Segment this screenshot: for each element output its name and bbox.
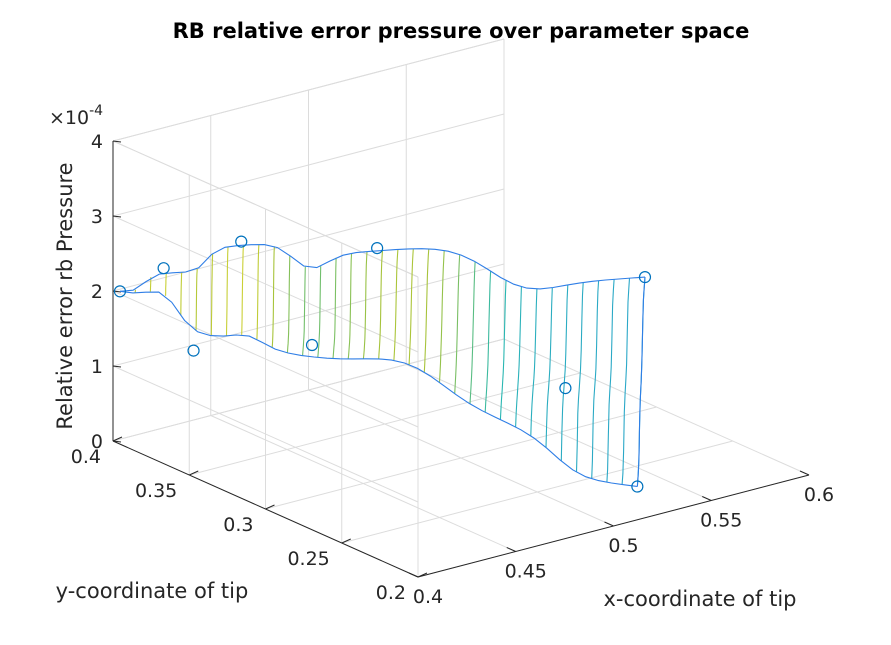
mesh-line	[484, 271, 492, 413]
y-tick-label: 0.3	[223, 514, 253, 536]
sample-point-marker	[305, 338, 319, 352]
error-surface	[119, 244, 646, 488]
chart-title: RB relative error pressure over paramete…	[173, 19, 750, 43]
sample-point-marker	[638, 271, 652, 284]
z-axis-label: Relative error rb Pressure	[53, 162, 77, 429]
z-tick-mark	[112, 140, 122, 143]
x-tick-mark	[604, 521, 614, 527]
x-tick-mark	[408, 572, 419, 578]
mesh-line	[165, 273, 167, 296]
grid-line	[341, 440, 733, 544]
z-tick-label: 1	[91, 356, 103, 378]
grid-line	[112, 113, 505, 217]
y-axis-label: y-coordinate of tip	[56, 579, 249, 603]
mesh-line	[302, 266, 306, 356]
mesh-line	[454, 254, 461, 394]
y-tick-mark	[341, 538, 351, 544]
grid-line	[112, 290, 419, 428]
z-tick-mark	[112, 365, 122, 368]
sample-point-marker	[157, 262, 170, 275]
y-tick-mark	[265, 504, 275, 510]
mesh-line	[241, 245, 245, 335]
y-tick-label: 0.2	[376, 582, 406, 604]
mesh-line	[195, 268, 198, 332]
sample-point-marker	[559, 382, 572, 395]
mesh-line	[393, 249, 399, 361]
mesh-line	[621, 278, 631, 485]
z-exponent-power: -4	[89, 103, 103, 119]
grid-line	[189, 372, 581, 476]
surface-edge	[119, 290, 638, 488]
sample-point-marker	[113, 285, 127, 298]
mesh-line	[469, 261, 476, 404]
mesh-line	[408, 248, 414, 365]
x-tick-label: 0.45	[505, 561, 547, 583]
axes-box	[112, 140, 810, 578]
mesh-line	[210, 253, 214, 336]
mesh-line	[530, 288, 538, 436]
grid-line	[265, 406, 657, 510]
x-tick-mark	[506, 547, 516, 552]
sample-point-marker	[631, 480, 644, 493]
sample-point-marker	[187, 344, 200, 357]
y-tick-label: 0.25	[287, 548, 329, 570]
grid-line	[112, 365, 419, 503]
mesh-line	[499, 280, 507, 420]
mesh-line	[515, 286, 522, 428]
mesh-line	[606, 279, 615, 483]
mesh-line	[332, 257, 337, 359]
x-tick-mark	[702, 496, 712, 501]
z-tick-mark	[112, 215, 122, 218]
grid-line	[112, 338, 505, 442]
x-axis-label: x-coordinate of tip	[604, 587, 797, 611]
x-tick-label: 0.4	[413, 586, 443, 608]
mesh-line	[575, 282, 584, 473]
z-tick-mark	[112, 440, 122, 443]
mesh-line	[378, 250, 384, 359]
x-tick-label: 0.55	[700, 510, 742, 532]
z-tick-label: 2	[91, 281, 103, 303]
y-tick-mark	[112, 436, 123, 442]
x-tick-mark	[799, 470, 810, 476]
z-tick-label: 4	[91, 131, 103, 153]
z-tick-label: 3	[91, 206, 103, 228]
axes-grid	[112, 38, 810, 578]
mesh-line	[545, 287, 553, 448]
mesh-line	[423, 248, 430, 373]
grid-line	[112, 215, 419, 353]
z-exponent: ×10-4	[49, 103, 103, 129]
sample-point-marker	[235, 235, 248, 248]
mesh-line	[225, 246, 229, 336]
mesh-line	[180, 272, 183, 316]
mesh-line	[591, 280, 600, 479]
y-tick-mark	[189, 470, 199, 476]
grid-line	[112, 188, 505, 292]
y-tick-label: 0.35	[135, 480, 177, 502]
grid-line	[112, 263, 505, 367]
mesh-line	[256, 244, 260, 340]
mesh-line	[317, 266, 322, 358]
mesh-line	[347, 253, 353, 359]
sample-markers	[113, 235, 652, 493]
y-tick-mark	[417, 572, 428, 578]
x-tick-label: 0.5	[608, 535, 638, 557]
mesh-line	[271, 246, 275, 348]
mesh-line	[560, 284, 569, 462]
y-tick-label: 0.4	[71, 446, 101, 468]
x-tick-label: 0.6	[804, 484, 834, 506]
mesh-line	[286, 255, 291, 353]
sample-point-marker	[371, 242, 384, 255]
box-edge	[112, 38, 505, 142]
z-tick-label: 0	[91, 431, 103, 453]
surface-edge	[636, 277, 646, 487]
mesh-line	[438, 250, 445, 383]
mesh-line	[362, 251, 368, 359]
